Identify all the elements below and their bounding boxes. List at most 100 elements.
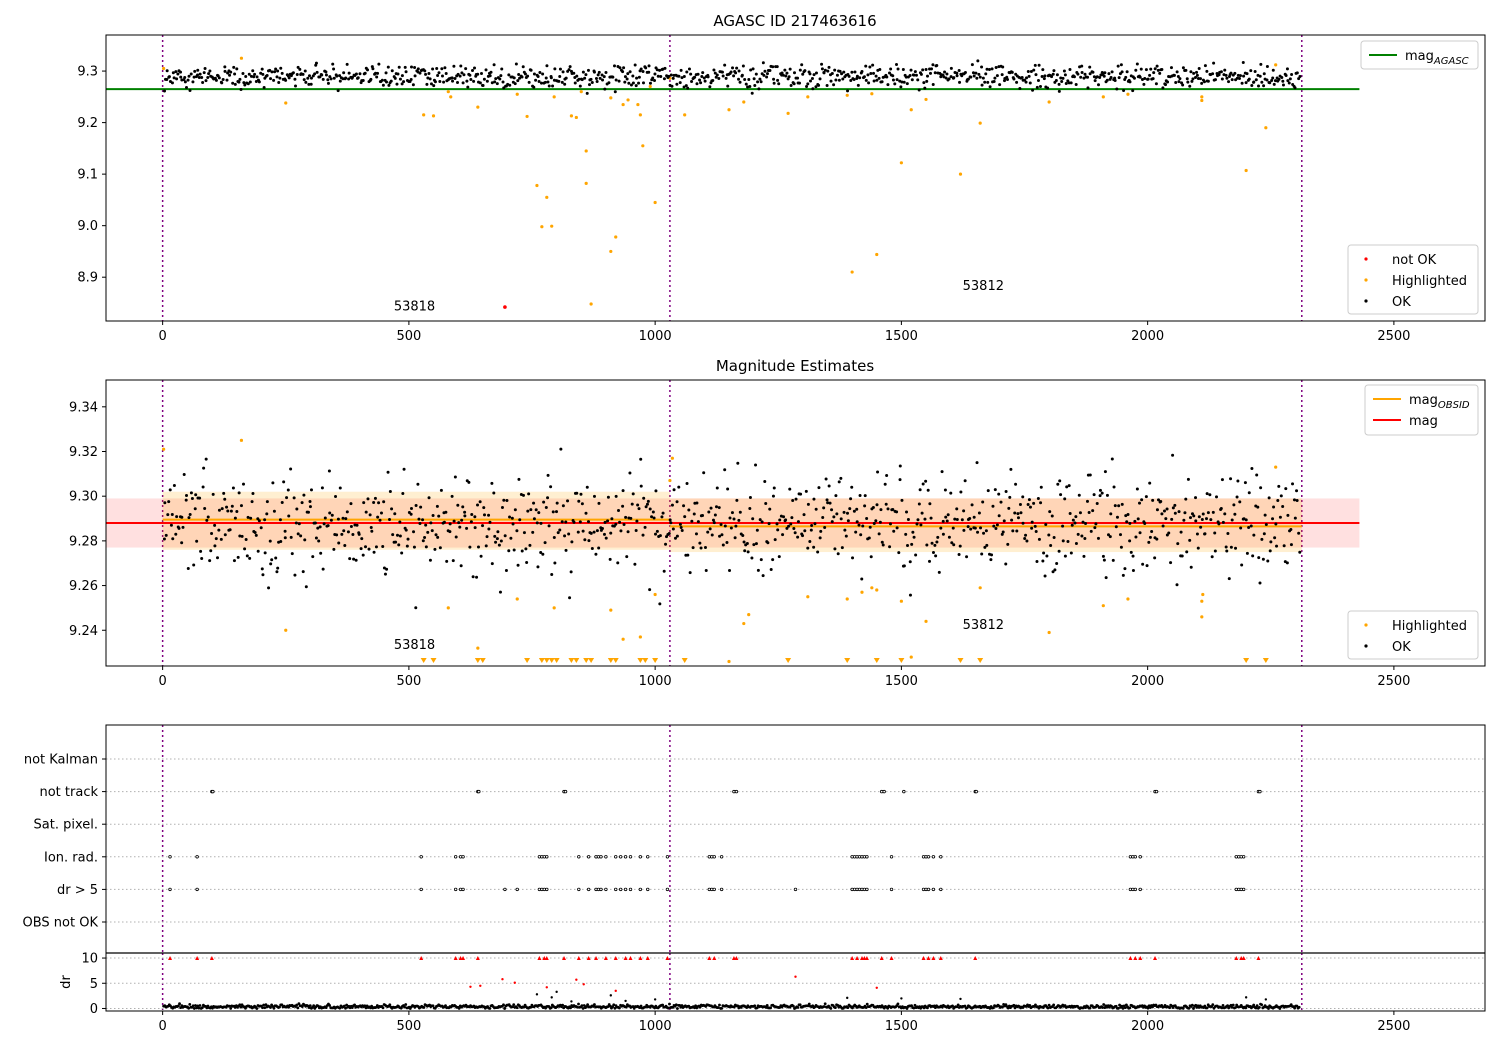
ok-point <box>375 75 379 79</box>
ok-point <box>267 586 271 590</box>
ok-point <box>1244 518 1248 522</box>
ok-point <box>526 509 530 513</box>
ok-point <box>1143 76 1147 80</box>
ok-point <box>290 552 294 556</box>
ok-point <box>759 80 763 84</box>
ok-point <box>798 81 802 85</box>
highlighted-point <box>1126 92 1130 96</box>
ok-point <box>842 70 846 74</box>
ok-point <box>216 556 220 560</box>
ok-point <box>248 556 252 560</box>
highlighted-point <box>476 646 480 650</box>
dr-clipped-marker <box>1133 956 1138 961</box>
ok-point <box>626 530 630 534</box>
ok-point <box>487 527 491 531</box>
dr-clipped-marker <box>475 956 480 961</box>
panel-4-frame <box>105 952 1486 1012</box>
ok-point <box>1190 512 1194 516</box>
ok-point <box>1199 77 1203 81</box>
ok-point <box>595 529 599 533</box>
ok-point <box>495 537 499 541</box>
ok-point <box>563 534 567 538</box>
dr-point <box>262 1003 266 1007</box>
ok-point <box>472 79 476 83</box>
ok-point <box>534 508 538 512</box>
ok-point <box>1149 67 1153 71</box>
clipped-marker <box>681 658 688 663</box>
ok-point <box>1173 511 1177 515</box>
ok-point <box>822 71 826 75</box>
ok-point <box>476 503 480 507</box>
ok-point <box>309 488 313 492</box>
dr-point <box>196 1004 200 1008</box>
highlighted-point <box>626 98 630 102</box>
clipped-marker <box>568 658 575 663</box>
ok-point <box>621 504 625 508</box>
ok-point <box>694 532 698 536</box>
ok-point <box>559 447 563 451</box>
ok-point <box>356 76 360 80</box>
flag-point <box>939 887 943 892</box>
ok-point <box>363 71 367 75</box>
ok-point <box>827 484 831 488</box>
dr-point <box>676 1007 679 1010</box>
ok-point <box>1295 499 1299 503</box>
ok-point <box>944 515 948 519</box>
ok-point <box>929 516 933 520</box>
ok-point <box>881 543 885 547</box>
ok-point <box>939 526 943 530</box>
dr-point <box>535 993 539 996</box>
highlighted-point <box>1200 95 1204 99</box>
ok-point <box>236 555 240 559</box>
ok-point <box>406 537 410 541</box>
ok-point <box>551 510 555 514</box>
ok-point <box>994 66 998 70</box>
ok-point <box>639 457 643 461</box>
ok-point <box>614 522 618 526</box>
ok-point <box>207 72 211 76</box>
ok-point <box>1100 71 1104 75</box>
ok-point <box>952 543 956 547</box>
ok-point <box>648 507 652 511</box>
ok-point <box>484 68 488 72</box>
dr-point <box>624 1005 628 1009</box>
ok-point <box>914 553 918 557</box>
ok-point <box>468 73 472 77</box>
ok-point <box>1098 494 1102 498</box>
ok-point <box>337 541 341 545</box>
clipped-marker <box>583 658 590 663</box>
dr-point <box>1194 1003 1198 1007</box>
ok-point <box>444 510 448 514</box>
ok-point <box>597 70 601 74</box>
ok-point <box>427 71 431 75</box>
ok-point <box>1202 80 1206 84</box>
ok-point <box>908 593 912 597</box>
ok-point <box>679 68 683 72</box>
ok-point <box>1175 70 1179 74</box>
ok-point <box>570 540 574 544</box>
ok-point <box>402 467 406 471</box>
ok-point <box>256 517 260 521</box>
ok-point <box>1229 477 1233 481</box>
ok-point <box>501 80 505 84</box>
ok-point <box>930 67 934 71</box>
clipped-marker <box>538 658 545 663</box>
clipped-marker <box>588 658 595 663</box>
ok-point <box>835 512 839 516</box>
ok-point <box>1039 501 1043 505</box>
ok-point <box>976 530 980 534</box>
ok-point <box>1281 83 1285 87</box>
x-tick-label: 2500 <box>1377 674 1410 689</box>
ok-point <box>440 67 444 71</box>
ok-point <box>381 83 385 87</box>
dr-point <box>580 1004 584 1008</box>
ok-point <box>1250 83 1254 87</box>
ok-point <box>459 564 463 568</box>
ok-point <box>771 558 775 562</box>
ok-point <box>1170 517 1174 521</box>
ok-point <box>423 69 427 73</box>
ok-point <box>799 492 803 496</box>
ok-point <box>1232 503 1236 507</box>
ok-point <box>955 74 959 78</box>
ok-point <box>650 515 654 519</box>
